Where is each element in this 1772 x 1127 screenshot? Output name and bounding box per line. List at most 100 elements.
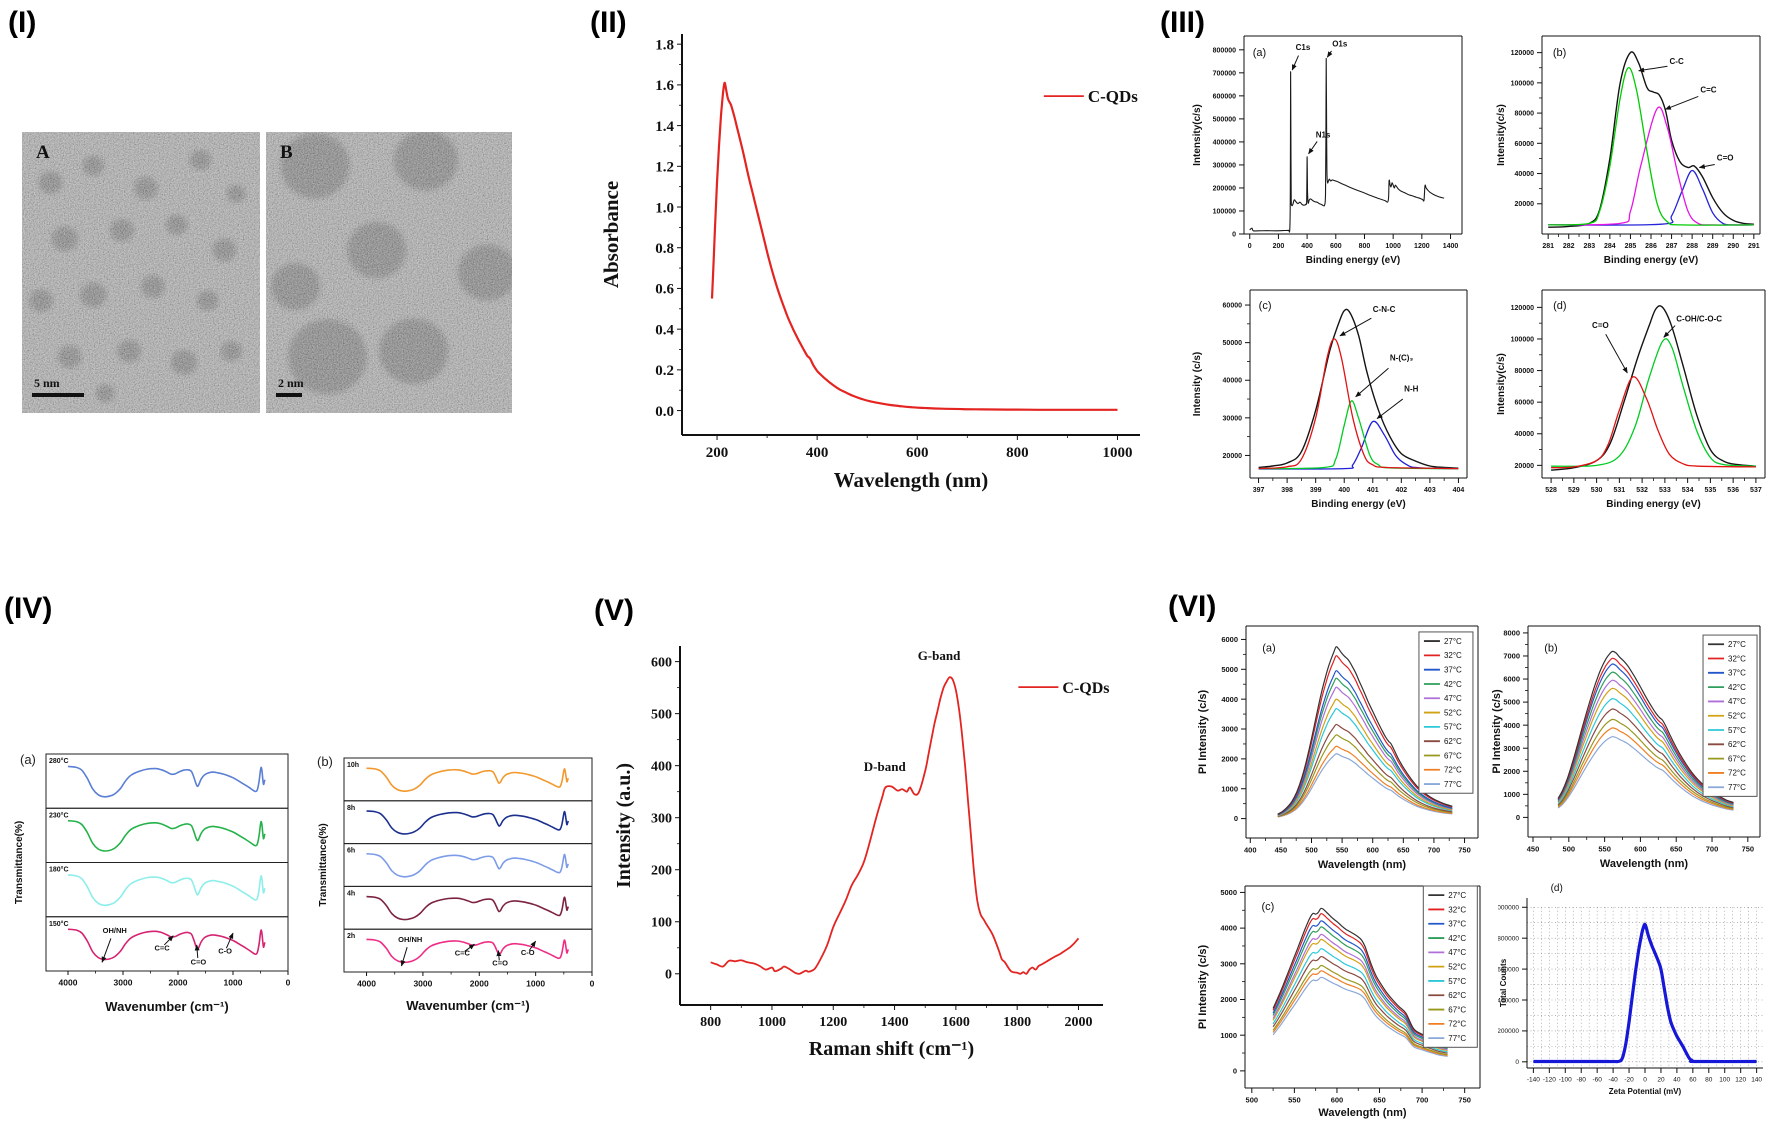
xps-n1s-chart: 397 398 399 400 401 402 403 404 20000 30000 40000 5… <box>1192 289 1468 510</box>
subpanel-label: (c) <box>1261 901 1274 913</box>
x-tick-label: 600 <box>906 445 929 461</box>
annotation: N-H <box>1404 385 1418 394</box>
trace-box <box>45 807 289 863</box>
legend-label: 72°C <box>1444 766 1462 775</box>
annotation: C-OH/C-O-C <box>1676 315 1722 324</box>
series-envelope <box>1258 308 1459 469</box>
y-tick-label: 20000 <box>1223 453 1243 460</box>
trace-box <box>343 928 593 973</box>
x-tick-label: 20 <box>1657 1077 1665 1084</box>
ftir-temperature-chart: 280°C 230°C 180°C 150°C 4000 3000 2000 1000 0 Wav… <box>14 753 291 1014</box>
series-62°C <box>1272 955 1448 1054</box>
series-52°C <box>1557 687 1734 807</box>
annotation: C=O <box>492 959 508 968</box>
panel-label-VI: (VI) <box>1168 590 1217 623</box>
x-tick-label: 750 <box>1742 845 1755 854</box>
x-tick-label: 550 <box>1598 845 1611 854</box>
x-tick-label: 1200 <box>1414 243 1430 250</box>
trace-box <box>45 916 289 972</box>
legend-label: 77°C <box>1448 1034 1466 1043</box>
series-72°C <box>1277 745 1453 818</box>
y-tick-label: 0 <box>1234 814 1238 823</box>
y-tick-label: 1.8 <box>655 37 674 53</box>
x-tick-label: 750 <box>1458 846 1471 855</box>
x-tick-label: 800 <box>1359 243 1371 250</box>
legend-label: 67°C <box>1728 754 1746 763</box>
x-tick-label: 287 <box>1666 243 1678 250</box>
legend-label: 42°C <box>1728 683 1746 692</box>
x-tick-label: 400 <box>806 445 829 461</box>
series-4h <box>366 895 570 921</box>
x-axis-label: Wavenumber (cm⁻¹) <box>105 999 228 1014</box>
annotation: C=C <box>455 949 471 958</box>
series-C=C <box>1548 106 1754 226</box>
series-47°C <box>1557 679 1734 806</box>
x-tick-label: -140 <box>1527 1077 1540 1084</box>
subpanel-label-IV-a: (a) <box>20 752 36 767</box>
pl-intensity-chart-c: 500 550 600 650 700 750 0 1000 2000 3000 4000 5000 W… <box>1197 885 1481 1119</box>
series-32°C <box>1557 657 1734 804</box>
subpanel-label: (c) <box>1259 300 1272 312</box>
y-tick-label: 1000000 <box>1498 905 1519 912</box>
y-tick-label: 400 <box>651 760 672 775</box>
annotation: N-(C)₃ <box>1390 354 1414 363</box>
y-tick-label: 7000 <box>1503 652 1520 661</box>
series-37°C <box>1557 663 1734 805</box>
y-tick-label: 6000 <box>1503 675 1520 684</box>
x-tick-label: 600 <box>1634 845 1647 854</box>
y-tick-label: 600 <box>651 656 672 671</box>
series-32°C <box>1272 913 1448 1048</box>
annotation: G-band <box>918 648 961 663</box>
y-tick-label: 40000 <box>1515 171 1535 178</box>
x-tick-label: 0 <box>286 978 291 988</box>
series-280°C <box>67 765 266 798</box>
tem-svg: B 2 nm <box>266 129 517 413</box>
series-72°C <box>1272 970 1448 1056</box>
x-tick-label: 291 <box>1748 243 1760 250</box>
x-tick-label: 398 <box>1281 487 1293 494</box>
y-tick-label: 1.6 <box>655 78 674 94</box>
trace-label: 2h <box>347 933 355 940</box>
series-52°C <box>1272 938 1448 1052</box>
x-tick-label: 650 <box>1397 846 1410 855</box>
x-tick-label: 1800 <box>1003 1015 1031 1030</box>
raman-chart: 800 1000 1200 1400 1600 1800 2000 0 100 200 300 400… <box>613 646 1110 1060</box>
y-tick-label: 100000 <box>1511 80 1534 87</box>
panel-label-II: (II) <box>590 6 627 39</box>
trace-label: 8h <box>347 805 355 812</box>
tem-tag: A <box>36 142 50 163</box>
tem-scalebar <box>32 393 84 397</box>
x-axis-label: Wavelength (nm) <box>1318 1107 1407 1119</box>
series-27°C <box>1557 650 1734 804</box>
x-tick-label: 530 <box>1591 487 1603 494</box>
y-tick-label: 500 <box>651 708 672 723</box>
x-tick-label: 531 <box>1614 487 1626 494</box>
legend-label: 57°C <box>1444 723 1462 732</box>
series-42°C <box>1557 671 1734 805</box>
series-10h <box>366 767 570 792</box>
series-230°C <box>67 819 266 852</box>
x-tick-label: 402 <box>1395 487 1407 494</box>
y-tick-label: 400000 <box>1213 139 1236 146</box>
annotation: C=C <box>154 943 170 952</box>
series-52°C <box>1277 698 1453 817</box>
legend-label: 32°C <box>1444 651 1462 660</box>
series-C-OH/C-O-C <box>1551 338 1756 468</box>
trace-label: 180°C <box>49 866 69 874</box>
x-tick-label: 140 <box>1751 1077 1762 1084</box>
legend-label: 57°C <box>1448 977 1466 986</box>
y-tick-label: 120000 <box>1511 305 1534 312</box>
y-tick-label: 600000 <box>1498 966 1519 973</box>
x-axis-label: Binding energy (eV) <box>1311 499 1405 510</box>
panel-label-III: (III) <box>1160 6 1205 39</box>
x-tick-label: -100 <box>1559 1077 1572 1084</box>
y-tick-label: 1.0 <box>655 200 674 216</box>
annotation: C-N-C <box>1373 305 1396 314</box>
y-tick-label: 800000 <box>1498 935 1519 942</box>
x-tick-label: 600 <box>1331 1096 1344 1105</box>
series-67°C <box>1277 734 1453 817</box>
y-tick-label: 1000 <box>1220 1031 1237 1040</box>
y-axis-label: Transmittance(%) <box>14 821 25 904</box>
legend-label: 67°C <box>1444 751 1462 760</box>
